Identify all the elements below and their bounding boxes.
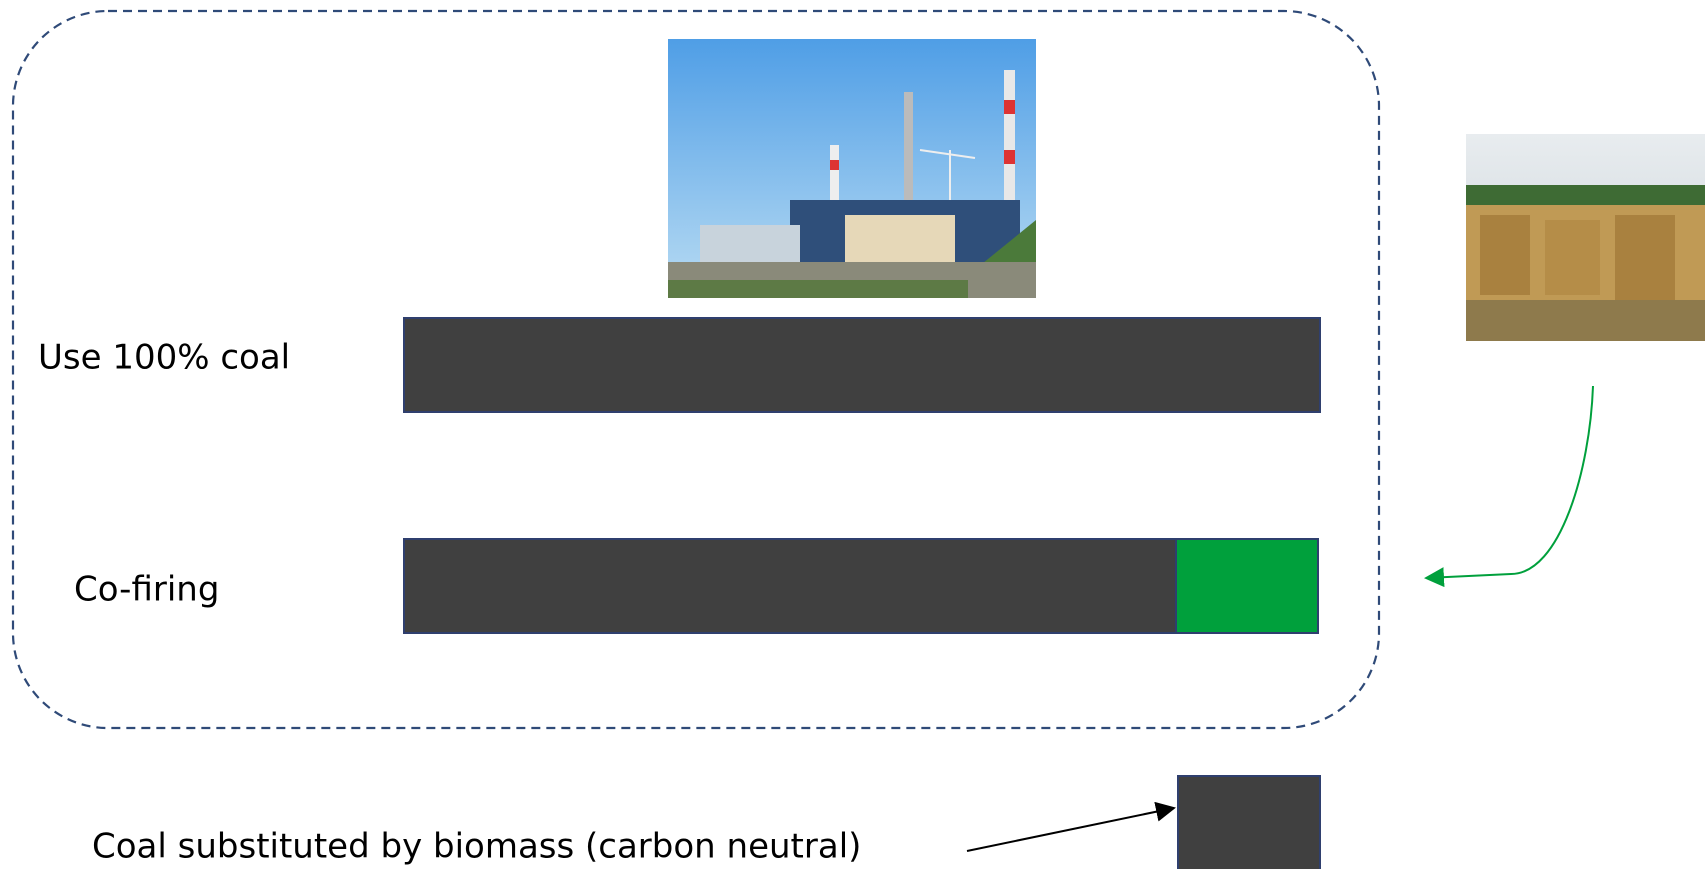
- power-plant-photo: [668, 39, 1036, 298]
- legend-arrow: [966, 801, 1176, 852]
- coal-bar: [403, 538, 1177, 634]
- plant-boundary: [11, 9, 1381, 730]
- biomass-photo: [1466, 134, 1705, 341]
- biomass-bar: [1175, 538, 1319, 634]
- biomass-arrow: [1424, 385, 1594, 588]
- row-label: Co-firing: [74, 570, 219, 610]
- legend-label: Coal substituted by biomass (carbon neut…: [92, 827, 861, 867]
- coal-bar: [403, 317, 1321, 413]
- row-label: Use 100% coal: [38, 338, 290, 378]
- legend-swatch: [1177, 775, 1321, 869]
